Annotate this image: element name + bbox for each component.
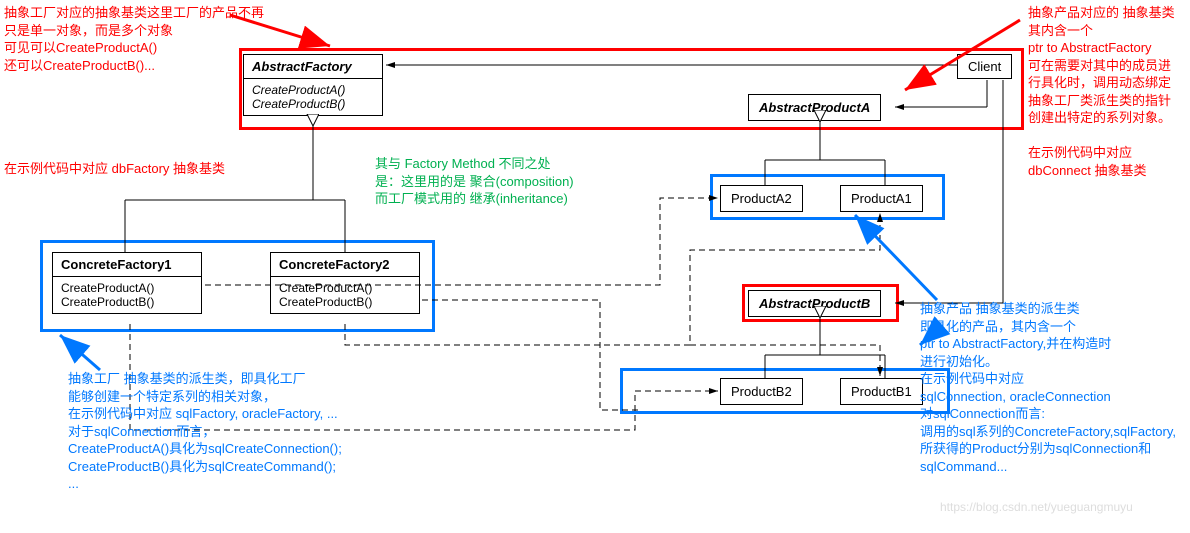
class-concrete-factory-2: ConcreteFactory2 CreateProductA() Create… <box>270 252 420 314</box>
edge-cf2-a1 <box>345 213 880 345</box>
method: CreateProductA() <box>252 83 374 97</box>
class-abstract-product-b: AbstractProductB <box>748 290 881 317</box>
class-product-b2: ProductB2 <box>720 378 803 405</box>
method: CreateProductA() <box>61 281 193 295</box>
class-methods: CreateProductA() CreateProductB() <box>244 79 382 115</box>
class-title: ProductA2 <box>731 191 792 206</box>
class-client: Client <box>957 54 1012 79</box>
method: CreateProductB() <box>279 295 411 309</box>
arrow-blue-right-up <box>855 215 937 300</box>
class-title: AbstractFactory <box>244 55 382 79</box>
annot-mid-left: 在示例代码中对应 dbFactory 抽象基类 <box>4 160 225 178</box>
method: CreateProductB() <box>252 97 374 111</box>
class-title: AbstractProductA <box>759 100 870 115</box>
class-methods: CreateProductA() CreateProductB() <box>271 277 419 313</box>
class-methods: CreateProductA() CreateProductB() <box>53 277 201 313</box>
method: CreateProductA() <box>279 281 411 295</box>
annot-bottom-left: 抽象工厂 抽象基类的派生类，即具化工厂 能够创建一个特定系列的相关对象， 在示例… <box>68 370 342 493</box>
edge-cf2-b1 <box>690 345 880 376</box>
class-title: AbstractProductB <box>759 296 870 311</box>
annot-top-right: 抽象产品对应的 抽象基类 其内含一个 ptr to AbstractFactor… <box>1028 4 1175 179</box>
class-title: Client <box>968 59 1001 74</box>
class-title: ConcreteFactory1 <box>53 253 201 277</box>
annot-right-blue: 抽象产品 抽象基类的派生类 即具化的产品，其内含一个 ptr to Abstra… <box>920 300 1176 475</box>
edge-cf2-helper <box>422 300 640 410</box>
class-title: ProductB1 <box>851 384 912 399</box>
annot-green: 其与 Factory Method 不同之处 是：这里用的是 聚合(compos… <box>375 155 574 208</box>
class-product-b1: ProductB1 <box>840 378 923 405</box>
annot-top-left: 抽象工厂对应的抽象基类这里工厂的产品不再 只是单一对象，而是多个对象 可见可以C… <box>4 4 264 74</box>
class-title: ProductA1 <box>851 191 912 206</box>
class-title: ProductB2 <box>731 384 792 399</box>
class-concrete-factory-1: ConcreteFactory1 CreateProductA() Create… <box>52 252 202 314</box>
class-product-a1: ProductA1 <box>840 185 923 212</box>
class-product-a2: ProductA2 <box>720 185 803 212</box>
method: CreateProductB() <box>61 295 193 309</box>
arrow-blue-bottomleft <box>60 335 100 370</box>
watermark: https://blog.csdn.net/yueguangmuyu <box>940 500 1133 514</box>
class-title: ConcreteFactory2 <box>271 253 419 277</box>
class-abstract-product-a: AbstractProductA <box>748 94 881 121</box>
